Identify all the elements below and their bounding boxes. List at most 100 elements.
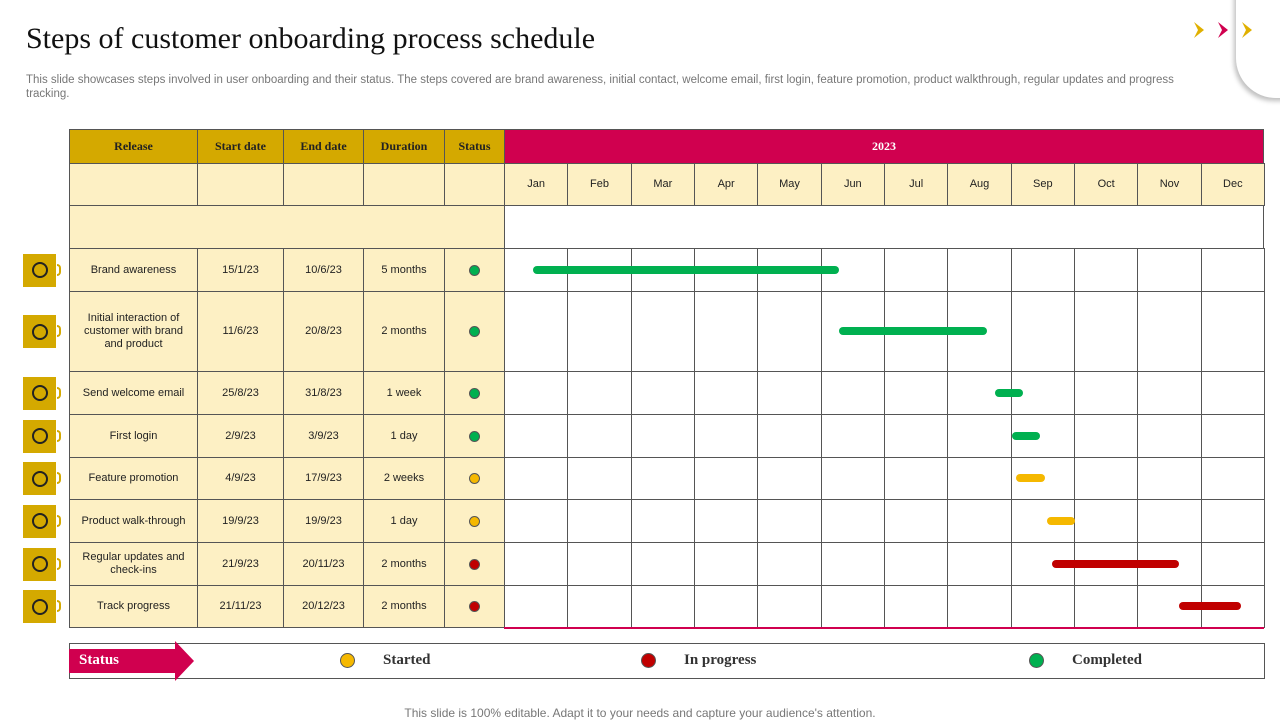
- month-cell: [947, 248, 1012, 292]
- row-icon: [23, 462, 56, 495]
- status-dot: [469, 515, 480, 527]
- corner-shape: [1236, 0, 1280, 98]
- month-cell: [694, 585, 759, 628]
- month-cell: [630, 371, 695, 415]
- cell-duration: 2 months: [363, 542, 445, 586]
- legend-label: Completed: [1072, 652, 1142, 668]
- icon-glyph: [31, 470, 48, 487]
- gantt-bar: [1047, 516, 1076, 525]
- cell-end: 3/9/23: [283, 414, 364, 458]
- blank-row: [69, 205, 505, 249]
- icon-glyph: [31, 513, 48, 529]
- status-dot: [469, 326, 480, 337]
- month-cell: [1074, 585, 1139, 628]
- month-cell: [1200, 414, 1265, 458]
- cell-duration: 1 day: [363, 414, 445, 458]
- month-cell: [947, 542, 1012, 586]
- cell-duration: 1 week: [363, 371, 445, 415]
- month-cell: [1074, 291, 1139, 372]
- month-cell: [757, 414, 822, 458]
- cell-duration: 1 day: [363, 499, 445, 543]
- month-cell: [757, 291, 822, 372]
- blank-cell: [283, 163, 364, 206]
- blank-cell: [197, 163, 284, 206]
- cell-start: 11/6/23: [197, 291, 284, 372]
- month-cell: [1137, 499, 1202, 543]
- cell-release: Send welcome email: [69, 371, 198, 415]
- cell-end: 20/12/23: [283, 585, 364, 628]
- month-cell: [757, 585, 822, 628]
- month-header: Oct: [1074, 163, 1139, 206]
- blank-cell: [363, 163, 445, 206]
- month-cell: [630, 499, 695, 543]
- month-cell: [757, 542, 822, 586]
- month-cell: [630, 291, 695, 372]
- column-header: Release: [69, 129, 198, 164]
- month-cell: [694, 371, 759, 415]
- month-cell: [884, 542, 949, 586]
- title: Steps of customer onboarding process sch…: [26, 22, 596, 55]
- cell-start: 4/9/23: [197, 457, 284, 500]
- month-cell: [1200, 291, 1265, 372]
- icon-glyph: [31, 428, 48, 444]
- month-header: Jul: [884, 163, 949, 206]
- month-cell: [1200, 542, 1265, 586]
- month-cell: [567, 542, 632, 586]
- month-cell: [1074, 414, 1139, 458]
- icon-pointer: [57, 600, 61, 612]
- month-cell: [567, 371, 632, 415]
- cell-duration: 2 months: [363, 291, 445, 372]
- month-cell: [567, 291, 632, 372]
- month-cell: [884, 371, 949, 415]
- month-cell: [504, 585, 569, 628]
- month-cell: [884, 499, 949, 543]
- row-icon: [23, 547, 56, 581]
- month-cell: [567, 585, 632, 628]
- description: This slide showcases steps involved in u…: [26, 74, 1174, 100]
- legend-label: In progress: [684, 652, 757, 668]
- gantt-bar: [1051, 559, 1179, 568]
- status-cell: [444, 248, 505, 292]
- month-cell: [757, 371, 822, 415]
- month-cell: [694, 542, 759, 586]
- month-header: Mar: [630, 163, 695, 206]
- icon-glyph: [31, 385, 48, 401]
- gantt-bar: [533, 265, 840, 274]
- month-cell: [1200, 248, 1265, 292]
- month-cell: [820, 585, 885, 628]
- cell-end: 10/6/23: [283, 248, 364, 292]
- status-cell: [444, 291, 505, 372]
- cell-start: 25/8/23: [197, 371, 284, 415]
- cell-duration: 2 months: [363, 585, 445, 628]
- status-cell: [444, 371, 505, 415]
- month-cell: [884, 457, 949, 500]
- cell-end: 20/11/23: [283, 542, 364, 586]
- cell-start: 2/9/23: [197, 414, 284, 458]
- legend-dot: [1029, 653, 1044, 668]
- month-cell: [1200, 457, 1265, 500]
- column-header: Start date: [197, 129, 284, 164]
- cell-release: Initial interaction of customer with bra…: [69, 291, 198, 372]
- month-cell: [820, 371, 885, 415]
- status-cell: [444, 499, 505, 543]
- month-header: May: [757, 163, 822, 206]
- gantt-bar: [839, 327, 988, 335]
- month-header: Sep: [1010, 163, 1075, 206]
- month-cell: [504, 457, 569, 500]
- month-header: Jan: [504, 163, 569, 206]
- month-cell: [1010, 248, 1075, 292]
- icon-glyph: [31, 262, 48, 278]
- cell-release: Brand awareness: [69, 248, 198, 292]
- month-cell: [1137, 414, 1202, 458]
- icon-pointer: [57, 514, 61, 527]
- month-cell: [694, 499, 759, 543]
- column-header: Duration: [363, 129, 445, 164]
- cell-release: Product walk-through: [69, 499, 198, 543]
- month-cell: [1074, 457, 1139, 500]
- month-cell: [884, 585, 949, 628]
- status-dot: [469, 558, 480, 570]
- icon-pointer: [57, 557, 61, 570]
- icon-pointer: [57, 325, 61, 337]
- month-cell: [947, 585, 1012, 628]
- month-cell: [820, 414, 885, 458]
